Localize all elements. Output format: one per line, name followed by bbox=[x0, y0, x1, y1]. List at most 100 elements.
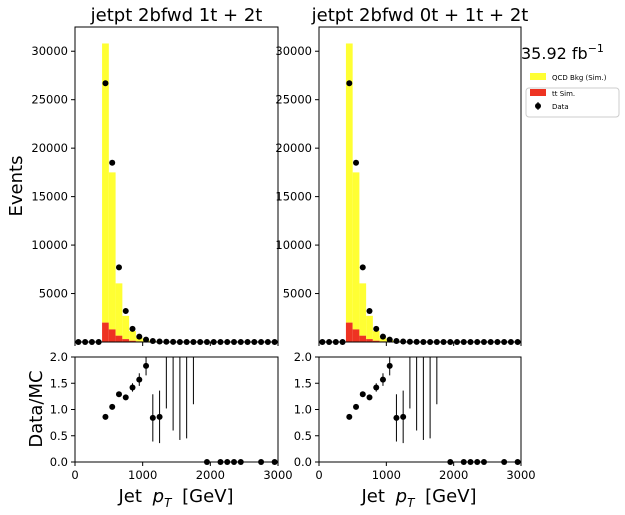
data-point bbox=[393, 338, 400, 345]
data-point bbox=[122, 307, 129, 314]
ratio-xtick-label: 3000 bbox=[506, 468, 535, 482]
data-point bbox=[353, 159, 360, 166]
ttbar-bar bbox=[345, 322, 353, 342]
qcd-bar bbox=[366, 315, 373, 340]
xlabel-right-word: Jet bbox=[360, 486, 384, 507]
ratio-ytick-label: 2.0 bbox=[294, 350, 312, 364]
ratio-plot-area bbox=[319, 357, 521, 462]
panel-left: jetpt 2bfwd 1t + 2t500010000150002000025… bbox=[31, 5, 292, 482]
main-ytick-label: 10000 bbox=[31, 238, 68, 252]
data-point bbox=[136, 333, 143, 340]
legend-label-qcd: QCD Bkg (Sim.) bbox=[552, 74, 607, 82]
ratio-ytick-label: 0.5 bbox=[294, 429, 312, 443]
data-point bbox=[129, 325, 136, 332]
qcd-bar bbox=[115, 283, 123, 336]
ratio-xtick-label: 0 bbox=[315, 468, 322, 482]
ratio-xtick-label: 1000 bbox=[128, 468, 157, 482]
ratio-point bbox=[379, 376, 386, 383]
xlabel-left: Jet pT [GeV] bbox=[117, 486, 233, 512]
ttbar-bar bbox=[366, 339, 373, 342]
ratio-point bbox=[136, 376, 143, 383]
data-point bbox=[102, 80, 109, 87]
ratio-point bbox=[400, 413, 407, 420]
xlabel-left-word: Jet bbox=[117, 486, 141, 507]
main-axes-frame bbox=[318, 26, 522, 343]
ratio-xtick-label: 2000 bbox=[196, 468, 225, 482]
panel-right: jetpt 2bfwd 0t + 1t + 2t5000100001500020… bbox=[275, 5, 535, 482]
ttbar-bar bbox=[102, 322, 109, 342]
xlabel-left-sub: T bbox=[164, 496, 173, 510]
ratio-ytick-label: 1.5 bbox=[50, 376, 68, 390]
ylabel-main: Events bbox=[6, 156, 27, 217]
ttbar-bar bbox=[129, 340, 136, 342]
ratio-ytick-label: 1.5 bbox=[294, 376, 312, 390]
ratio-point bbox=[393, 414, 400, 421]
qcd-bar bbox=[129, 331, 136, 341]
ratio-ytick-label: 2.0 bbox=[50, 350, 68, 364]
ttbar-bar bbox=[122, 339, 130, 342]
lumi-label: 35.92 fb−1 bbox=[521, 42, 604, 63]
ratio-point bbox=[149, 414, 156, 421]
data-point bbox=[143, 336, 150, 343]
data-point bbox=[373, 325, 380, 332]
data-point bbox=[109, 159, 116, 166]
legend-label-ttbar-t2: t bbox=[555, 90, 558, 98]
xlabel-left-unit: [GeV] bbox=[182, 486, 233, 507]
qcd-bar bbox=[108, 172, 116, 330]
data-point bbox=[400, 338, 407, 345]
lumi-exponent: −1 bbox=[588, 42, 604, 55]
data-point bbox=[359, 264, 366, 271]
ratio-point bbox=[346, 413, 353, 420]
ratio-point bbox=[386, 362, 393, 369]
legend-frame bbox=[525, 87, 620, 118]
qcd-bar bbox=[359, 283, 367, 336]
panel-title: jetpt 2bfwd 1t + 2t bbox=[90, 5, 263, 26]
ratio-ytick-label: 1.0 bbox=[294, 403, 312, 417]
main-axes-frame bbox=[74, 26, 279, 343]
main-ytick-label: 25000 bbox=[275, 93, 312, 107]
main-ytick-label: 30000 bbox=[31, 44, 68, 58]
legend-label-ttbar: tt Sim. bbox=[552, 90, 575, 98]
data-point bbox=[386, 336, 393, 343]
main-ytick-label: 5000 bbox=[39, 287, 68, 301]
ratio-point bbox=[156, 413, 163, 420]
data-point bbox=[366, 307, 373, 314]
ratio-xtick-label: 1000 bbox=[372, 468, 401, 482]
legend-swatch-qcd bbox=[530, 73, 546, 80]
ratio-point bbox=[359, 391, 366, 398]
main-ytick-label: 25000 bbox=[31, 93, 68, 107]
qcd-bar bbox=[122, 315, 130, 340]
ratio-ytick-label: 0.0 bbox=[294, 455, 312, 469]
ratio-point bbox=[366, 394, 373, 401]
ratio-ytick-label: 1.0 bbox=[50, 403, 68, 417]
main-ytick-label: 10000 bbox=[275, 238, 312, 252]
main-ytick-label: 30000 bbox=[275, 44, 312, 58]
legend-marker-data bbox=[535, 103, 541, 109]
xlabel-right: Jet pT [GeV] bbox=[360, 486, 476, 512]
main-ytick-label: 15000 bbox=[275, 190, 312, 204]
ratio-point bbox=[353, 403, 360, 410]
xlabel-left-var: p bbox=[152, 486, 164, 507]
qcd-bar bbox=[102, 43, 109, 323]
legend-swatch-ttbar bbox=[530, 89, 546, 96]
ratio-xtick-label: 0 bbox=[71, 468, 78, 482]
data-point bbox=[115, 264, 122, 271]
ratio-ytick-label: 0.0 bbox=[50, 455, 68, 469]
main-ytick-label: 20000 bbox=[31, 141, 68, 155]
data-point bbox=[346, 80, 353, 87]
main-ytick-label: 5000 bbox=[283, 287, 312, 301]
ratio-xtick-label: 2000 bbox=[439, 468, 468, 482]
ratio-point bbox=[115, 391, 122, 398]
panel-title: jetpt 2bfwd 0t + 1t + 2t bbox=[311, 5, 529, 26]
lumi-value: 35.92 fb bbox=[521, 44, 588, 63]
legend: QCD Bkg (Sim.) tt Sim. Data bbox=[525, 73, 620, 118]
ttbar-bar bbox=[115, 335, 123, 342]
ratio-point bbox=[373, 384, 380, 391]
ttbar-bar bbox=[372, 340, 380, 342]
data-point bbox=[379, 333, 386, 340]
xlabel-right-sub: T bbox=[407, 496, 416, 510]
qcd-bar bbox=[372, 331, 380, 341]
main-ytick-label: 15000 bbox=[31, 190, 68, 204]
ylabel-ratio: Data/MC bbox=[26, 370, 47, 447]
